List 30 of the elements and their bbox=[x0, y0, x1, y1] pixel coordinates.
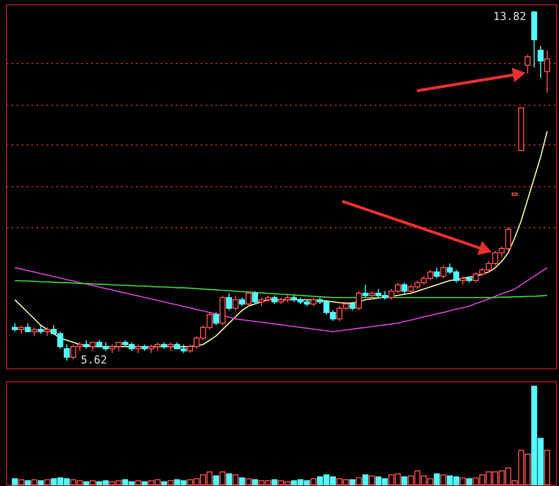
bar bbox=[239, 477, 246, 486]
candlestick bbox=[246, 290, 252, 307]
annotation: 5.62 bbox=[80, 354, 108, 367]
bar bbox=[362, 474, 368, 486]
candlestick bbox=[232, 294, 239, 311]
bar bbox=[252, 479, 258, 486]
bar bbox=[401, 476, 408, 486]
bar bbox=[226, 473, 232, 486]
bar bbox=[272, 479, 278, 486]
candlestick bbox=[362, 284, 368, 298]
annotation: 13.82 bbox=[493, 10, 526, 24]
bar bbox=[434, 473, 440, 486]
candlestick bbox=[524, 54, 531, 74]
bar bbox=[213, 475, 220, 486]
candlestick bbox=[434, 267, 440, 279]
bar bbox=[12, 478, 18, 486]
bar bbox=[349, 479, 356, 486]
bar bbox=[24, 480, 31, 486]
candlestick bbox=[544, 50, 550, 94]
candlestick bbox=[356, 290, 362, 311]
candlestick bbox=[64, 344, 70, 362]
candlestick bbox=[252, 290, 258, 304]
candlestick bbox=[401, 282, 408, 294]
candlestick bbox=[538, 46, 544, 79]
bar bbox=[142, 481, 148, 486]
bar bbox=[161, 481, 168, 486]
candlestick bbox=[213, 312, 220, 326]
bar bbox=[38, 480, 44, 486]
candlestick bbox=[440, 265, 446, 279]
candlestick bbox=[226, 292, 232, 311]
